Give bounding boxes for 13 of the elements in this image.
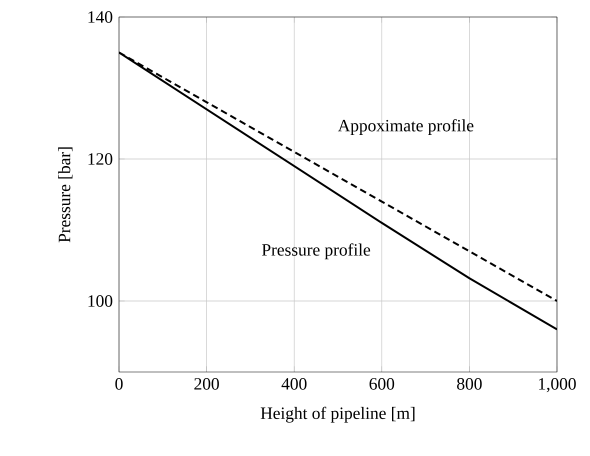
x-tick-label: 200 <box>194 378 219 390</box>
x-tick-label: 600 <box>370 378 394 390</box>
x-tick-label: 1,000 <box>539 378 576 392</box>
y-tick-label: 120 <box>88 153 112 165</box>
x-tick-label: 800 <box>457 378 482 390</box>
y-tick-label: 100 <box>88 295 112 307</box>
y-axis-title: Pressure [bar] <box>58 147 72 242</box>
y-tick-label: 140 <box>88 11 112 23</box>
x-axis-title: Height of pipeline [m] <box>260 406 414 423</box>
series-label: Pressure profile <box>262 243 370 260</box>
x-tick-label: 400 <box>282 378 307 390</box>
text: Appoximate profile <box>338 119 474 135</box>
x-tick-label: 0 <box>115 378 123 390</box>
